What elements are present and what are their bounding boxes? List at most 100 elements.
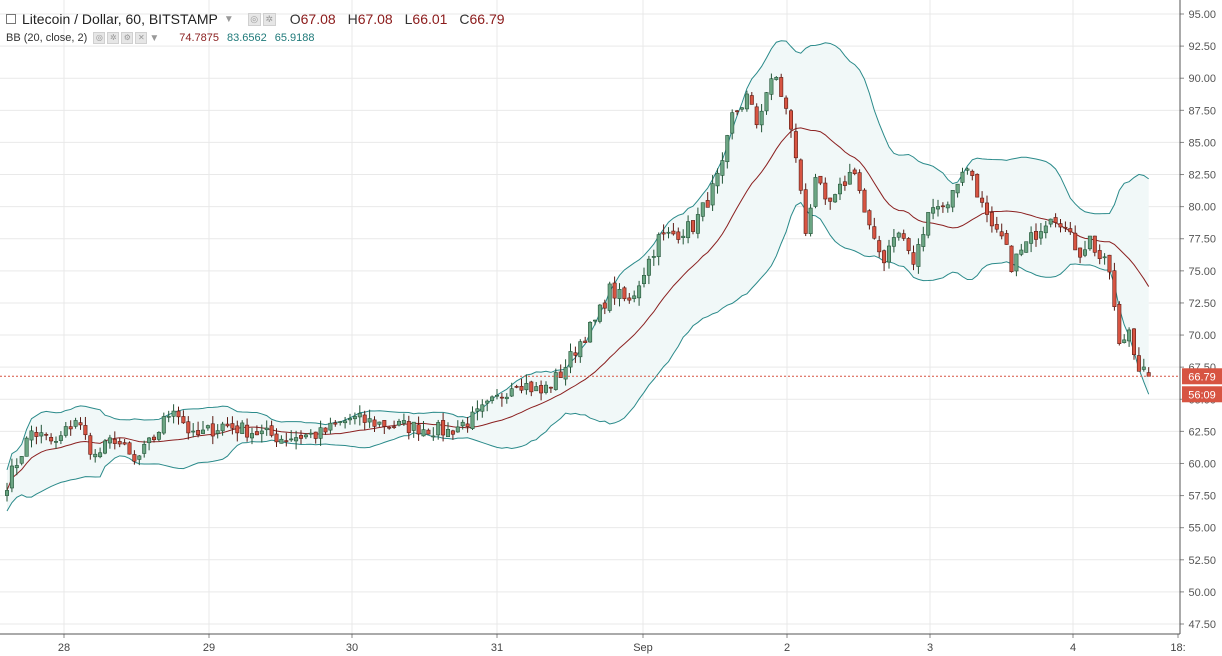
candle-body	[803, 189, 808, 234]
candle-body	[259, 430, 264, 435]
candle-body	[1073, 232, 1078, 251]
candle	[176, 406, 181, 425]
candle	[401, 413, 406, 426]
candle-body	[641, 275, 646, 284]
bb-basis-value: 74.7875	[179, 32, 219, 44]
candle-body	[828, 197, 833, 202]
candle	[127, 441, 132, 455]
gear-icon[interactable]: ✲	[262, 12, 276, 26]
candle-body	[421, 429, 426, 437]
symbol-legend-row[interactable]: Litecoin / Dollar, 60, BITSTAMP ▼ ◎ ✲ O6…	[6, 8, 511, 30]
candle	[529, 380, 534, 397]
candle-body	[1034, 230, 1039, 240]
candle-body	[465, 423, 470, 427]
candle-body	[563, 367, 568, 380]
candle-body	[416, 424, 421, 435]
candle-body	[230, 423, 235, 429]
candle-body	[769, 78, 774, 95]
candle-body	[357, 413, 362, 418]
candle	[421, 421, 426, 437]
settings-icon[interactable]: ✲	[107, 32, 120, 44]
candle	[441, 412, 446, 442]
candle	[578, 339, 583, 363]
gear-icon[interactable]: ⚙	[121, 32, 134, 44]
candle	[945, 201, 950, 213]
candle	[298, 430, 303, 445]
candle	[994, 216, 999, 233]
candle	[656, 232, 661, 266]
y-tick-label: 50.00	[1188, 587, 1216, 599]
candle-body	[744, 93, 749, 110]
y-tick-label: 75.00	[1188, 266, 1216, 278]
chevron-down-icon[interactable]: ▼	[149, 32, 160, 44]
candle	[98, 447, 103, 459]
close-icon[interactable]: ✕	[135, 32, 148, 44]
candle	[103, 439, 108, 455]
chevron-down-icon[interactable]: ▼	[223, 13, 234, 25]
indicator-legend-row[interactable]: BB (20, close, 2) ◎ ✲ ⚙ ✕ ▼ 74.7875 83.6…	[6, 30, 511, 46]
candle-body	[132, 454, 137, 462]
indicator-title[interactable]: BB (20, close, 2)	[6, 32, 88, 44]
candle	[210, 416, 215, 445]
candle-body	[700, 202, 705, 217]
candle-body	[298, 435, 303, 439]
candle-body	[705, 200, 710, 208]
candle-body	[676, 231, 681, 240]
candle-body	[543, 384, 548, 393]
candle-body	[690, 220, 695, 232]
eye-icon[interactable]: ◎	[93, 32, 106, 44]
candle-body	[460, 421, 465, 427]
candle-body	[779, 77, 784, 97]
candle-body	[759, 110, 764, 126]
candle-body	[627, 297, 632, 301]
candle	[83, 416, 88, 440]
bollinger-bands	[6, 40, 1150, 512]
candle	[1107, 254, 1112, 280]
candle	[583, 336, 588, 344]
candle	[671, 223, 676, 236]
candle-body	[382, 420, 387, 427]
candle	[68, 420, 73, 436]
candle	[152, 434, 157, 443]
candle	[749, 92, 754, 105]
high-label: H	[347, 11, 358, 27]
close-value: 66.79	[469, 11, 505, 27]
candle-body	[1029, 232, 1034, 244]
candle	[254, 425, 259, 436]
candle-body	[994, 224, 999, 230]
candle-body	[93, 453, 98, 458]
candle-body	[274, 433, 279, 443]
candle-body	[921, 234, 926, 247]
candle	[367, 409, 372, 428]
candle	[396, 418, 401, 427]
chart-grid	[0, 0, 1180, 634]
candle	[426, 428, 431, 435]
candle	[627, 292, 632, 304]
candle-body	[490, 396, 495, 401]
candle-body	[406, 421, 411, 433]
low-label: L	[404, 11, 413, 27]
symbol-title[interactable]: Litecoin / Dollar, 60, BITSTAMP	[22, 11, 218, 27]
collapse-legend-icon[interactable]	[6, 14, 16, 24]
close-label: C	[459, 11, 470, 27]
candle	[833, 193, 838, 203]
candle-body	[201, 429, 206, 434]
candle-body	[445, 429, 450, 438]
candle	[485, 399, 490, 412]
candle	[661, 224, 666, 241]
candle	[970, 169, 975, 181]
candle	[107, 434, 112, 449]
candle-body	[1107, 254, 1112, 273]
y-tick-label: 77.50	[1188, 234, 1216, 246]
candle-body	[245, 424, 250, 438]
candle-body	[1117, 303, 1122, 344]
candle-body	[788, 110, 793, 130]
candle-body	[269, 425, 274, 436]
candle-body	[813, 177, 818, 207]
eye-icon[interactable]: ◎	[247, 12, 261, 26]
y-tick-label: 60.00	[1188, 458, 1216, 470]
candle	[896, 231, 901, 241]
candle-body	[367, 418, 372, 423]
candle	[392, 420, 397, 430]
